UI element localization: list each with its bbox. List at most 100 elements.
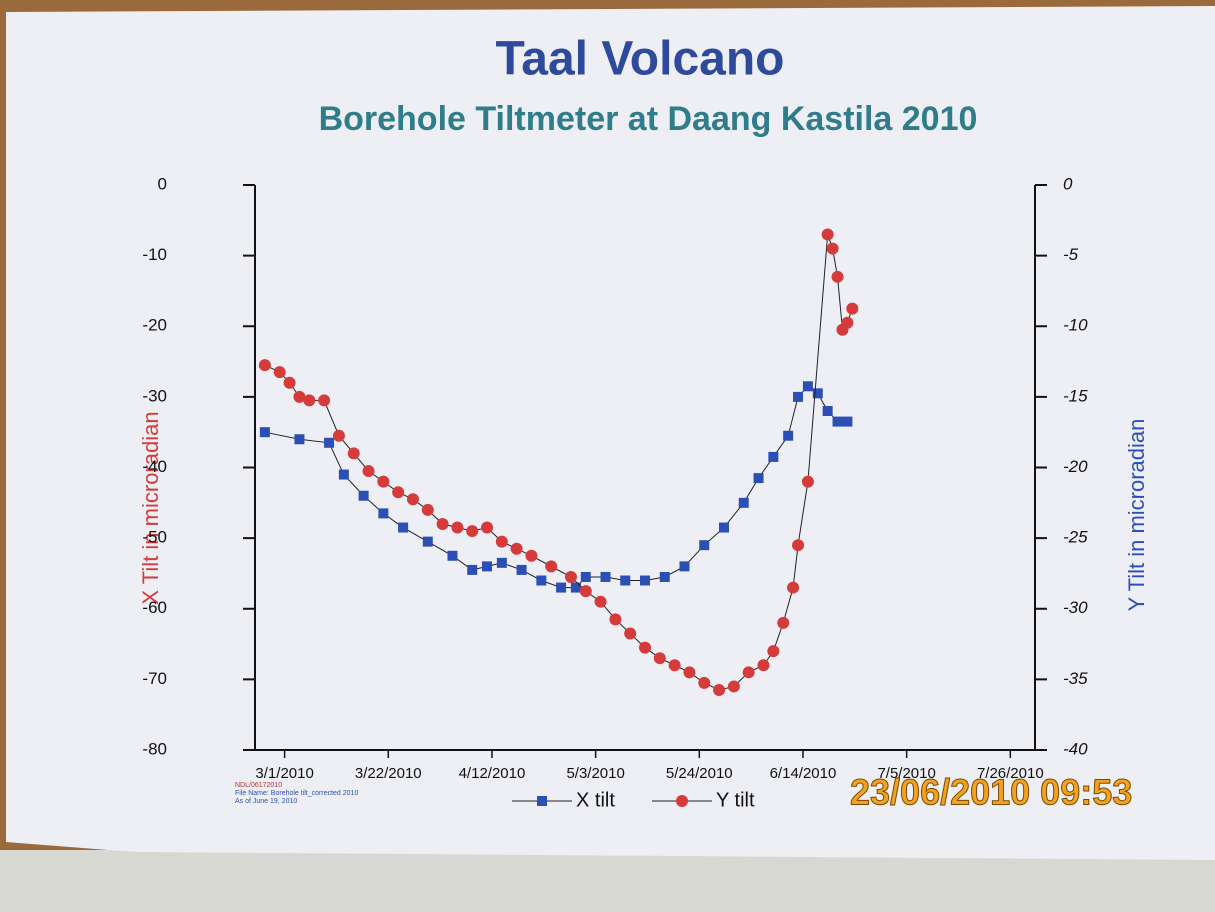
x-tick-label: 3/22/2010	[355, 765, 422, 782]
y-tick-label: -60	[142, 598, 167, 617]
data-point	[833, 417, 843, 427]
data-point	[378, 508, 388, 518]
data-point	[333, 430, 345, 442]
data-point	[451, 522, 463, 534]
y-axis-label: X Tilt in microradian	[138, 411, 163, 604]
data-point	[377, 476, 389, 488]
data-point	[466, 525, 478, 537]
y-tick-label: -30	[142, 386, 167, 405]
data-point	[482, 561, 492, 571]
data-point	[284, 377, 296, 389]
data-point	[581, 572, 591, 582]
data-point	[699, 540, 709, 550]
data-point	[260, 427, 270, 437]
data-point	[787, 582, 799, 594]
data-point	[777, 617, 789, 629]
data-point	[274, 366, 286, 378]
legend-label: X tilt	[576, 789, 615, 811]
data-point	[768, 452, 778, 462]
data-point	[793, 392, 803, 402]
y-tick-label: -10	[142, 245, 167, 264]
data-point	[359, 491, 369, 501]
y-tick-label: -80	[142, 739, 167, 758]
y2-tick-label: -40	[1063, 739, 1088, 758]
data-point	[728, 680, 740, 692]
data-point	[842, 417, 852, 427]
y2-tick-label: 0	[1063, 174, 1073, 193]
data-point	[423, 537, 433, 547]
data-point	[318, 394, 330, 406]
data-point	[832, 271, 844, 283]
data-point	[624, 627, 636, 639]
data-point	[565, 571, 577, 583]
note: NDL/06172010	[235, 782, 282, 789]
y-tick-label: -20	[142, 316, 167, 335]
data-point	[841, 317, 853, 329]
data-point	[601, 572, 611, 582]
data-point	[407, 493, 419, 505]
data-point	[698, 677, 710, 689]
data-point	[437, 518, 449, 530]
data-point	[545, 560, 557, 572]
data-point	[497, 558, 507, 568]
data-point	[739, 498, 749, 508]
chart-subtitle: Borehole Tiltmeter at Daang Kastila 2010	[319, 100, 978, 138]
data-point	[783, 431, 793, 441]
data-point	[511, 543, 523, 555]
y2-axis-label: Y Tilt in microradian	[1124, 419, 1149, 612]
y-tick-label: -50	[142, 528, 167, 547]
x-tick-label: 5/3/2010	[566, 765, 624, 782]
data-point	[303, 394, 315, 406]
data-point	[683, 666, 695, 678]
data-point	[536, 576, 546, 586]
data-point	[392, 486, 404, 498]
data-point	[823, 406, 833, 416]
x-tick-label: 7/5/2010	[877, 765, 935, 782]
data-point	[669, 659, 681, 671]
data-point	[467, 565, 477, 575]
data-point	[363, 465, 375, 477]
data-point	[294, 434, 304, 444]
data-point	[620, 576, 630, 586]
y2-tick-label: -25	[1063, 528, 1088, 547]
note: As of June 19, 2010	[235, 798, 297, 805]
y2-tick-label: -10	[1063, 316, 1088, 335]
data-point	[654, 652, 666, 664]
y2-tick-label: -30	[1063, 598, 1088, 617]
data-point	[595, 596, 607, 608]
x-tick-label: 3/1/2010	[255, 765, 313, 782]
y-tick-label: -70	[142, 669, 167, 688]
data-point	[398, 523, 408, 533]
data-point	[447, 551, 457, 561]
data-point	[496, 536, 508, 548]
data-point	[556, 583, 566, 593]
x-tick-label: 4/12/2010	[459, 765, 526, 782]
data-point	[719, 523, 729, 533]
data-point	[792, 539, 804, 551]
data-point	[679, 561, 689, 571]
data-point	[827, 243, 839, 255]
y-tick-label: -40	[142, 457, 167, 476]
note: File Name: Borehole tilt_corrected 2010	[235, 790, 358, 797]
photo: Taal Volcano Borehole Tiltmeter at Daang…	[0, 0, 1215, 912]
legend-marker	[676, 795, 688, 807]
data-point	[571, 583, 581, 593]
legend-label: Y tilt	[716, 789, 755, 811]
data-point	[259, 359, 271, 371]
data-point	[660, 572, 670, 582]
y2-tick-label: -15	[1063, 386, 1088, 405]
y2-tick-label: -5	[1063, 245, 1079, 264]
data-point	[846, 303, 858, 315]
data-point	[580, 585, 592, 597]
frame-strip	[0, 850, 1215, 912]
data-point	[639, 642, 651, 654]
data-point	[481, 522, 493, 534]
data-point	[822, 228, 834, 240]
data-point	[767, 645, 779, 657]
x-tick-label: 6/14/2010	[770, 765, 837, 782]
x-tick-label: 7/26/2010	[977, 765, 1044, 782]
data-point	[348, 447, 360, 459]
page: Taal Volcano Borehole Tiltmeter at Daang…	[0, 0, 1215, 912]
y2-tick-label: -35	[1063, 669, 1088, 688]
data-point	[640, 576, 650, 586]
